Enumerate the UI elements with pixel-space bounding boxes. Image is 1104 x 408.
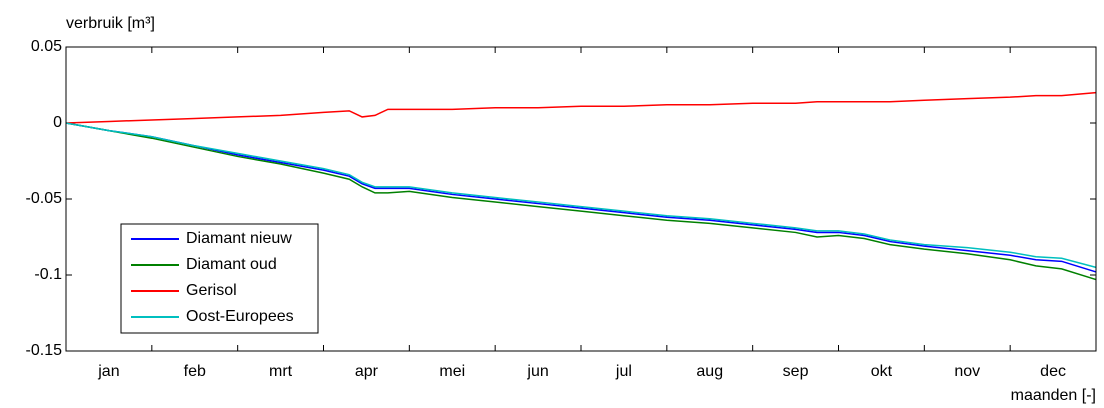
series-line [65, 122, 1097, 281]
x-tick-label: aug [696, 363, 723, 380]
x-tick-label: jul [615, 363, 632, 380]
y-tick-label: -0.15 [26, 342, 63, 359]
x-tick-label: jun [526, 363, 548, 380]
y-tick-label: -0.05 [26, 190, 63, 207]
x-tick-label: sep [783, 363, 809, 380]
series-line [65, 122, 1097, 273]
series-line [65, 91, 1097, 124]
legend-label: Diamant nieuw [186, 230, 292, 247]
legend-box [120, 223, 319, 334]
y-axis-label: verbruik [m³] [66, 15, 155, 32]
series-line [65, 122, 1097, 269]
x-axis-label: maanden [-] [1011, 387, 1096, 404]
x-tick-label: okt [871, 363, 893, 380]
x-tick-label: mrt [269, 363, 293, 380]
x-tick-label: feb [184, 363, 206, 380]
x-tick-label: jan [97, 363, 119, 380]
x-tick-label: apr [355, 363, 379, 380]
legend-label: Diamant oud [186, 256, 277, 273]
x-tick-label: dec [1040, 363, 1066, 380]
plot-frame [65, 46, 1097, 352]
x-tick-label: mei [439, 363, 465, 380]
legend-label: Gerisol [186, 282, 237, 299]
y-tick-label: -0.1 [34, 266, 62, 283]
y-tick-label: 0 [53, 114, 62, 131]
legend-label: Oost-Europees [186, 308, 294, 325]
x-tick-label: nov [954, 363, 980, 380]
y-tick-label: 0.05 [31, 38, 62, 55]
